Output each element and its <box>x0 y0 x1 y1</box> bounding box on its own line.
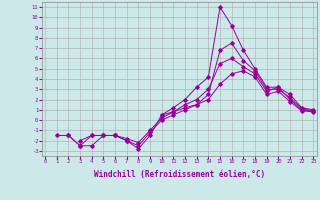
X-axis label: Windchill (Refroidissement éolien,°C): Windchill (Refroidissement éolien,°C) <box>94 170 265 179</box>
